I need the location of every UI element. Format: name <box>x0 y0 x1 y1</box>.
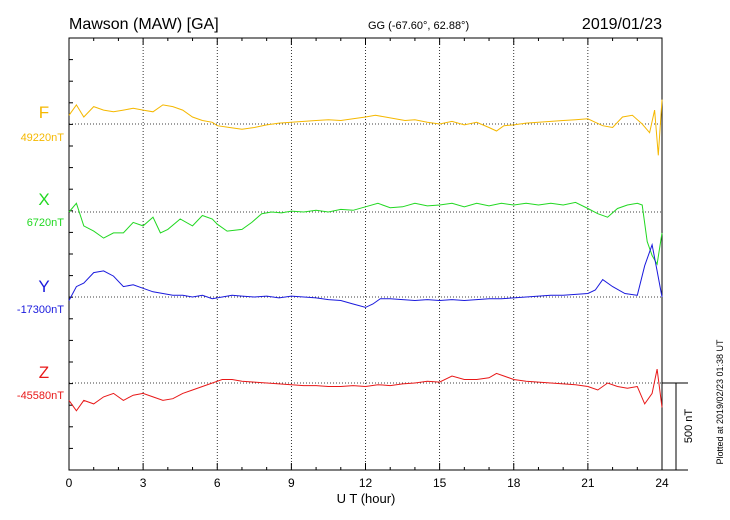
series-labels: F 49220nT X 6720nT Y -17300nT Z -45580nT <box>17 103 64 402</box>
x-tick-label: 24 <box>655 476 669 490</box>
x-tick-label: 12 <box>359 476 373 490</box>
series-name-y: Y <box>38 277 49 296</box>
x-axis-label: U T (hour) <box>337 491 396 506</box>
series-line-y <box>68 242 663 308</box>
series-line-f <box>68 99 663 156</box>
scale-bar: 500 nT <box>662 382 695 471</box>
series-line-x <box>68 201 663 266</box>
series-baseline-y: -17300nT <box>17 304 64 316</box>
x-tick-label: 21 <box>581 476 595 490</box>
grid-lines <box>142 38 589 470</box>
series-baseline-z: -45580nT <box>17 390 64 402</box>
series-line-z <box>68 368 663 412</box>
series-baseline-x: 6720nT <box>27 217 65 229</box>
scale-bar-label: 500 nT <box>683 409 695 444</box>
axis-ticks <box>68 38 663 470</box>
x-tick-label: 9 <box>288 476 295 490</box>
series-name-x: X <box>38 190 49 209</box>
coordinates-label: GG (-67.60°, 62.88°) <box>368 20 469 32</box>
x-tick-labels: 0 3 6 9 12 15 18 21 24 <box>66 476 669 490</box>
series-lines <box>68 99 663 412</box>
x-tick-label: 3 <box>140 476 147 490</box>
series-baseline-f: 49220nT <box>21 132 65 144</box>
x-tick-label: 15 <box>433 476 447 490</box>
x-tick-label: 6 <box>214 476 221 490</box>
x-tick-label: 0 <box>66 476 73 490</box>
date-label: 2019/01/23 <box>582 16 662 33</box>
station-title: Mawson (MAW) [GA] <box>69 16 219 33</box>
plotted-timestamp: Plotted at 2019/02/23 01:38 UT <box>715 339 725 465</box>
series-name-f: F <box>39 103 49 122</box>
series-name-z: Z <box>39 363 49 382</box>
x-tick-label: 18 <box>507 476 521 490</box>
